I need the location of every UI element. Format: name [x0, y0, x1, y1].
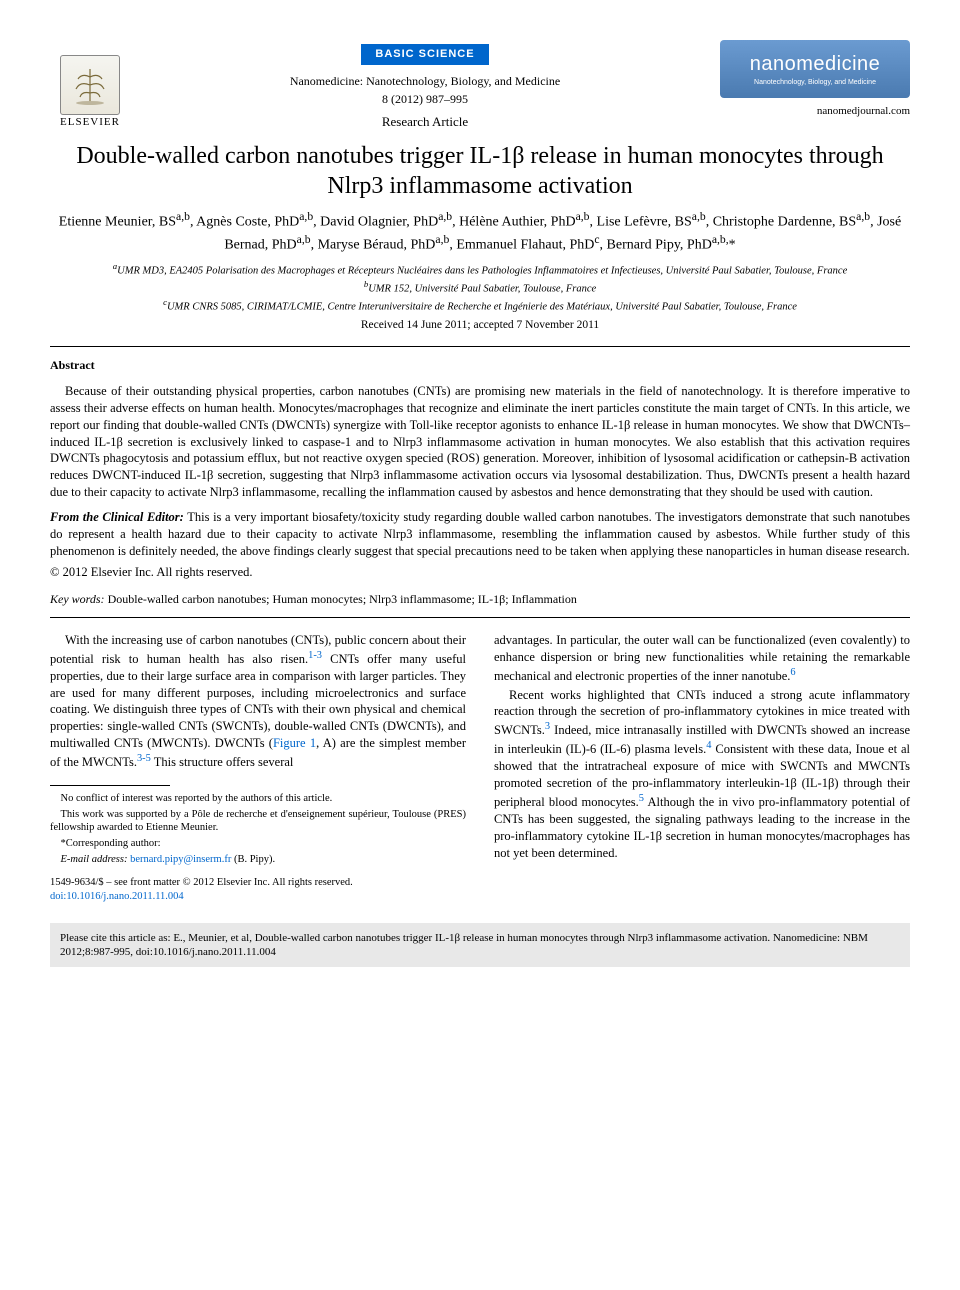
- clinical-editor-note: From the Clinical Editor: This is a very…: [50, 509, 910, 560]
- column-right: advantages. In particular, the outer wal…: [494, 632, 910, 905]
- footnote-corresponding: *Corresponding author:: [50, 837, 466, 851]
- divider: [50, 617, 910, 618]
- footnote-divider: [50, 785, 170, 786]
- affiliations: aUMR MD3, EA2405 Polarisation des Macrop…: [50, 261, 910, 314]
- footnote-funding: This work was supported by a Pôle de rec…: [50, 808, 466, 835]
- footnote-conflict: No conflict of interest was reported by …: [50, 792, 466, 806]
- keywords-row: Key words: Double-walled carbon nanotube…: [50, 591, 910, 607]
- page-header: ELSEVIER BASIC SCIENCE Nanomedicine: Nan…: [50, 40, 910, 131]
- body-paragraph: advantages. In particular, the outer wal…: [494, 632, 910, 685]
- column-left: With the increasing use of carbon nanotu…: [50, 632, 466, 905]
- keywords-label: Key words:: [50, 592, 105, 606]
- affiliation-a: aUMR MD3, EA2405 Polarisation des Macrop…: [50, 261, 910, 279]
- brand-logo-title: nanomedicine: [750, 51, 881, 78]
- citation-link[interactable]: 3-5: [137, 753, 151, 764]
- abstract-label: Abstract: [50, 357, 910, 373]
- body-paragraph: Recent works highlighted that CNTs induc…: [494, 687, 910, 862]
- divider: [50, 346, 910, 347]
- publisher-name: ELSEVIER: [60, 115, 120, 130]
- journal-name: Nanomedicine: Nanotechnology, Biology, a…: [130, 73, 720, 89]
- email-label: E-mail address:: [61, 854, 128, 865]
- doi-line: doi:10.1016/j.nano.2011.11.004: [50, 890, 466, 904]
- header-center: BASIC SCIENCE Nanomedicine: Nanotechnolo…: [130, 40, 720, 131]
- figure-link[interactable]: Figure 1: [273, 736, 316, 750]
- keywords-text: Double-walled carbon nanotubes; Human mo…: [108, 592, 577, 606]
- article-type: Research Article: [130, 113, 720, 131]
- body-paragraph: With the increasing use of carbon nanotu…: [50, 632, 466, 771]
- affiliation-c: cUMR CNRS 5085, CIRIMAT/LCMIE, Centre In…: [50, 297, 910, 315]
- header-right: nanomedicine Nanotechnology, Biology, an…: [720, 40, 910, 119]
- front-matter-line: 1549-9634/$ – see front matter © 2012 El…: [50, 876, 466, 890]
- volume-pages: 8 (2012) 987–995: [130, 91, 720, 107]
- footnote-email: E-mail address: bernard.pipy@inserm.fr (…: [50, 853, 466, 867]
- journal-url: nanomedjournal.com: [720, 104, 910, 119]
- publisher-logo: ELSEVIER: [50, 40, 130, 130]
- email-suffix: (B. Pipy).: [231, 854, 275, 865]
- brand-logo-subtitle: Nanotechnology, Biology, and Medicine: [754, 78, 876, 87]
- email-link[interactable]: bernard.pipy@inserm.fr: [130, 854, 231, 865]
- footnotes: No conflict of interest was reported by …: [50, 792, 466, 866]
- affiliation-b: bUMR 152, Université Paul Sabatier, Toul…: [50, 279, 910, 297]
- article-dates: Received 14 June 2011; accepted 7 Novemb…: [50, 318, 910, 334]
- doi-link[interactable]: doi:10.1016/j.nano.2011.11.004: [50, 891, 184, 902]
- abstract-copyright: © 2012 Elsevier Inc. All rights reserved…: [50, 564, 910, 581]
- abstract-text: Because of their outstanding physical pr…: [50, 383, 910, 501]
- front-matter: 1549-9634/$ – see front matter © 2012 El…: [50, 876, 466, 904]
- clinical-editor-lead: From the Clinical Editor:: [50, 510, 184, 524]
- body-columns: With the increasing use of carbon nanotu…: [50, 632, 910, 905]
- citation-box: Please cite this article as: E., Meunier…: [50, 923, 910, 968]
- journal-brand-logo: nanomedicine Nanotechnology, Biology, an…: [720, 40, 910, 98]
- section-badge: BASIC SCIENCE: [361, 44, 488, 65]
- author-list: Etienne Meunier, BSa,b, Agnès Coste, PhD…: [50, 209, 910, 256]
- elsevier-tree-icon: [60, 55, 120, 115]
- citation-link[interactable]: 1-3: [308, 650, 322, 661]
- citation-link[interactable]: 6: [790, 667, 795, 678]
- article-title: Double-walled carbon nanotubes trigger I…: [50, 141, 910, 201]
